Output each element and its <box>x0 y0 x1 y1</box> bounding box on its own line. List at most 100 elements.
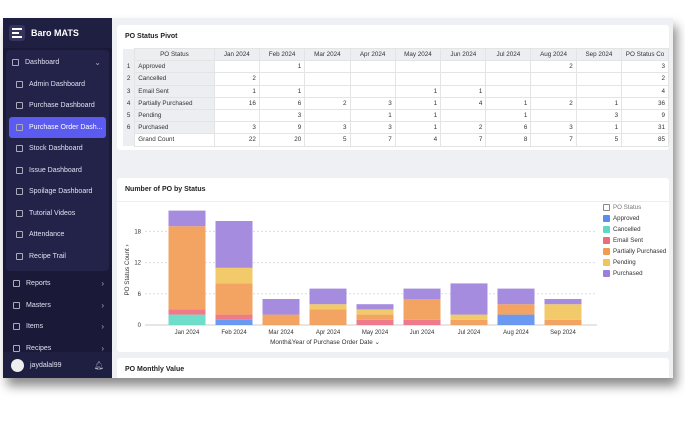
column-header[interactable]: PO Status <box>134 47 215 62</box>
bar-segment[interactable] <box>403 299 441 320</box>
bar-segment[interactable] <box>215 267 253 284</box>
column-header[interactable]: Apr 2024 <box>349 47 396 62</box>
value-cell: 1 <box>485 96 532 110</box>
legend-item[interactable]: Approved <box>603 213 666 224</box>
bar-segment[interactable] <box>215 319 253 325</box>
bar-segment[interactable] <box>403 319 441 325</box>
bar-segment[interactable] <box>356 304 394 310</box>
bar-segment[interactable] <box>450 319 488 325</box>
bar-segment[interactable] <box>544 299 582 305</box>
avatar <box>11 358 24 372</box>
app-title: Baro MATS <box>31 28 79 38</box>
value-cell: 31 <box>621 121 669 135</box>
status-cell: Pending <box>134 108 215 123</box>
sidebar-section[interactable]: Recipes › <box>3 338 112 360</box>
sidebar-item[interactable]: Issue Dashboard <box>6 160 109 182</box>
legend-item[interactable]: Cancelled <box>603 224 666 235</box>
label: Reports <box>26 280 51 288</box>
label: Admin Dashboard <box>29 80 86 88</box>
sidebar-item[interactable]: Attendance <box>6 224 109 246</box>
legend-title[interactable]: PO Status <box>603 202 666 213</box>
sidebar-item[interactable]: Stock Dashboard <box>6 138 109 160</box>
column-header[interactable]: Mar 2024 <box>304 47 351 62</box>
legend-item[interactable]: Partially Purchased <box>603 246 666 257</box>
legend-swatch <box>603 237 610 244</box>
x-tick-label: Feb 2024 <box>221 330 247 336</box>
value-cell <box>349 84 396 98</box>
value-cell: 3 <box>304 121 351 135</box>
sidebar-item[interactable]: Admin Dashboard <box>6 74 109 96</box>
column-header[interactable]: Jan 2024 <box>213 47 260 62</box>
bar-segment[interactable] <box>309 309 347 325</box>
bar-segment[interactable] <box>497 314 535 325</box>
legend-item[interactable]: Pending <box>603 257 666 268</box>
bar-segment[interactable] <box>262 314 300 325</box>
bar-segment[interactable] <box>356 309 394 315</box>
column-header[interactable]: Aug 2024 <box>530 47 577 62</box>
bar-segment[interactable] <box>168 309 206 315</box>
label: Purchase Dashboard <box>29 102 95 110</box>
bar-segment[interactable] <box>215 221 253 268</box>
bar-segment[interactable] <box>309 304 347 310</box>
column-header[interactable]: Feb 2024 <box>258 47 306 62</box>
value-cell <box>304 60 351 74</box>
value-cell <box>440 60 487 74</box>
value-cell <box>258 72 306 86</box>
bar-segment[interactable] <box>403 288 441 299</box>
legend-label: Cancelled <box>613 226 641 233</box>
bar-segment[interactable] <box>168 210 206 227</box>
legend-item[interactable]: Purchased <box>603 268 666 279</box>
bar-segment[interactable] <box>168 314 206 325</box>
item-icon <box>16 166 23 174</box>
value-cell: 4 <box>440 96 487 110</box>
y-axis-title[interactable]: PO Status Count › <box>124 244 131 295</box>
bar-segment[interactable] <box>262 299 300 315</box>
total-cell: 7 <box>440 133 487 147</box>
bar-segment[interactable] <box>544 319 582 325</box>
total-cell: 22 <box>213 133 260 147</box>
sidebar-section[interactable]: Items › <box>3 316 112 338</box>
column-header[interactable]: Jul 2024 <box>485 47 532 62</box>
value-cell <box>575 72 623 86</box>
bar-segment[interactable] <box>309 288 347 305</box>
legend-swatch <box>603 226 610 233</box>
sidebar-item[interactable]: Purchase Dashboard <box>6 95 109 117</box>
column-header[interactable]: PO Status Co <box>621 47 669 62</box>
value-cell: 3 <box>349 121 396 135</box>
user-bar[interactable]: jaydalal99 🔔︎ <box>3 352 112 378</box>
value-cell: 2 <box>213 72 260 86</box>
sidebar-group-dashboard[interactable]: Dashboard ⌄ <box>6 52 109 74</box>
bar-segment[interactable] <box>450 314 488 320</box>
bar-segment[interactable] <box>544 304 582 320</box>
bar-segment[interactable] <box>215 283 253 315</box>
value-cell <box>349 60 396 74</box>
value-cell <box>530 72 577 86</box>
section-icon <box>13 344 20 352</box>
value-cell: 2 <box>530 60 577 74</box>
sidebar-section[interactable]: Masters › <box>3 295 112 317</box>
sidebar-item[interactable]: Purchase Order Dash... <box>9 116 106 138</box>
table-row: 6 Purchased 3 9 3 3 1 2 6 3 1 31 <box>123 121 669 135</box>
sidebar-section[interactable]: Reports › <box>3 273 112 295</box>
menu-icon[interactable] <box>9 25 25 41</box>
column-header[interactable]: Jun 2024 <box>440 47 487 62</box>
sidebar-item[interactable]: Tutorial Videos <box>6 203 109 225</box>
column-header[interactable]: May 2024 <box>394 47 442 62</box>
bar-segment[interactable] <box>356 319 394 325</box>
bell-icon[interactable]: 🔔︎ <box>93 360 104 370</box>
column-header[interactable]: Sep 2024 <box>575 47 623 62</box>
sidebar-item[interactable]: Recipe Trail <box>6 246 109 268</box>
bar-segment[interactable] <box>168 226 206 310</box>
bar-segment[interactable] <box>450 283 488 315</box>
sidebar-item[interactable]: Spoilage Dashboard <box>6 181 109 203</box>
x-axis-title[interactable]: Month&Year of Purchase Order Date ⌄ <box>270 339 380 346</box>
bar-segment[interactable] <box>356 314 394 320</box>
value-cell <box>304 108 351 123</box>
bar-segment[interactable] <box>497 288 535 305</box>
x-tick-label: Jan 2024 <box>175 330 200 336</box>
value-cell: 2 <box>621 72 669 86</box>
legend-item[interactable]: Email Sent <box>603 235 666 246</box>
legend-swatch <box>603 248 610 255</box>
bar-segment[interactable] <box>215 314 253 320</box>
bar-segment[interactable] <box>497 304 535 315</box>
